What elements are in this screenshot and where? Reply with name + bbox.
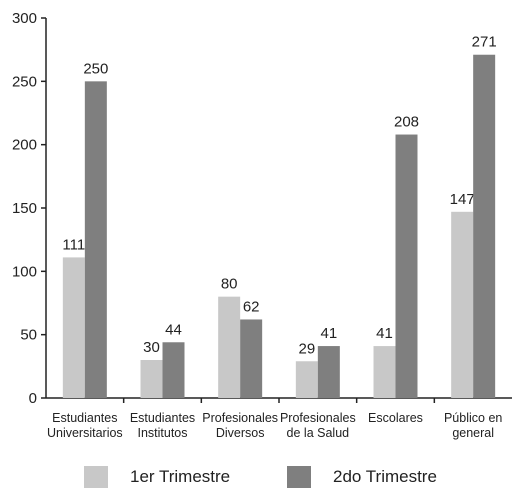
legend-swatch-series-2 (287, 466, 311, 488)
data-label: 147 (450, 191, 475, 208)
data-label: 41 (320, 325, 337, 342)
data-label: 41 (376, 325, 393, 342)
data-label: 208 (394, 114, 419, 131)
bar-2-3 (240, 319, 263, 398)
bar-1-4 (295, 361, 318, 398)
legend: 1er Trimestre 2do Trimestre (0, 466, 512, 492)
bar-1-6 (451, 211, 474, 398)
x-category-label: de la Salud (287, 426, 350, 440)
x-category-label: Estudiantes (52, 411, 117, 425)
x-category-label: Profesionales (202, 411, 278, 425)
x-category-label: Institutos (137, 426, 187, 440)
data-label: 80 (221, 276, 238, 293)
bar-1-5 (373, 346, 396, 398)
y-tick-label: 150 (12, 200, 37, 217)
data-label: 111 (62, 236, 85, 253)
y-tick-label: 0 (29, 390, 37, 407)
y-tick-label: 100 (12, 263, 37, 280)
x-category-label: general (452, 426, 494, 440)
bar-2-4 (317, 346, 340, 398)
data-label: 271 (472, 34, 497, 51)
data-label: 250 (83, 60, 108, 77)
x-category-label: Universitarios (47, 426, 123, 440)
x-category-label: Estudiantes (130, 411, 195, 425)
legend-swatch-series-1 (84, 466, 108, 488)
legend-label-series-2: 2do Trimestre (333, 467, 437, 486)
bar-chart: 050100150200250300111250EstudiantesUnive… (12, 10, 512, 440)
y-tick-label: 200 (12, 137, 37, 154)
bar-1-2 (140, 360, 163, 398)
x-category-label: Escolares (368, 411, 423, 425)
bar-2-6 (473, 54, 496, 398)
data-label: 30 (143, 339, 160, 356)
x-category-label: Diversos (216, 426, 265, 440)
legend-label-series-1: 1er Trimestre (130, 467, 231, 486)
bar-2-5 (395, 134, 418, 399)
x-category-label: Público en (444, 411, 502, 425)
data-label: 44 (165, 321, 182, 338)
data-label: 29 (298, 340, 315, 357)
y-tick-label: 250 (12, 73, 37, 90)
y-tick-label: 50 (20, 327, 37, 344)
bar-2-1 (84, 81, 107, 398)
legend-item-series-1: 1er Trimestre (84, 466, 230, 488)
legend-item-series-2: 2do Trimestre (287, 466, 437, 488)
y-tick-label: 300 (12, 10, 37, 27)
data-label: 62 (243, 298, 260, 315)
bar-2-2 (162, 342, 185, 398)
bar-1-1 (62, 257, 85, 398)
x-category-label: Profesionales (280, 411, 356, 425)
bar-1-3 (218, 296, 241, 398)
